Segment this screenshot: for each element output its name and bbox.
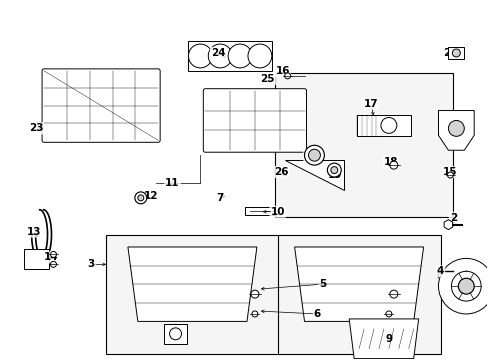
- Polygon shape: [443, 220, 452, 230]
- Text: 3: 3: [87, 259, 95, 269]
- Circle shape: [251, 311, 257, 317]
- Text: 15: 15: [442, 167, 457, 177]
- Circle shape: [330, 167, 337, 174]
- Circle shape: [457, 278, 473, 294]
- Text: 8: 8: [180, 326, 187, 336]
- Text: 20: 20: [304, 150, 318, 160]
- Circle shape: [385, 311, 391, 317]
- Circle shape: [326, 163, 341, 177]
- Text: 21: 21: [447, 123, 462, 134]
- Bar: [274, 73, 452, 217]
- Text: 11: 11: [165, 178, 180, 188]
- Circle shape: [247, 44, 271, 68]
- Circle shape: [284, 73, 290, 79]
- Text: 25: 25: [260, 74, 275, 84]
- Circle shape: [450, 271, 480, 301]
- Circle shape: [50, 261, 56, 267]
- Text: 14: 14: [44, 252, 59, 262]
- Circle shape: [447, 121, 463, 136]
- FancyBboxPatch shape: [42, 69, 160, 142]
- Polygon shape: [284, 160, 344, 190]
- Text: 10: 10: [270, 207, 285, 217]
- Circle shape: [380, 117, 396, 133]
- Bar: [356, 114, 410, 136]
- Circle shape: [50, 251, 56, 257]
- Circle shape: [188, 44, 212, 68]
- Text: 26: 26: [274, 167, 288, 177]
- Text: 5: 5: [318, 279, 325, 289]
- Circle shape: [228, 44, 251, 68]
- Text: 6: 6: [313, 309, 321, 319]
- Circle shape: [169, 328, 181, 340]
- Text: 9: 9: [385, 334, 392, 344]
- Circle shape: [304, 145, 324, 165]
- Text: 19: 19: [327, 170, 342, 180]
- Circle shape: [438, 258, 488, 314]
- FancyBboxPatch shape: [203, 89, 306, 152]
- Polygon shape: [348, 319, 418, 359]
- Bar: [24, 249, 48, 269]
- Circle shape: [308, 149, 320, 161]
- Bar: [188, 41, 271, 71]
- Text: 18: 18: [383, 157, 397, 167]
- Text: 13: 13: [26, 226, 41, 237]
- Text: 4: 4: [436, 266, 443, 276]
- Circle shape: [250, 290, 258, 298]
- Circle shape: [447, 172, 452, 178]
- Bar: [277, 235, 441, 354]
- Bar: [447, 47, 463, 59]
- Circle shape: [208, 44, 232, 68]
- Circle shape: [135, 192, 146, 204]
- Circle shape: [138, 195, 143, 201]
- Polygon shape: [128, 247, 256, 321]
- Bar: [106, 235, 279, 354]
- Text: 23: 23: [29, 123, 44, 134]
- Text: 7: 7: [216, 193, 224, 203]
- Text: 16: 16: [275, 66, 289, 76]
- Circle shape: [389, 290, 397, 298]
- Polygon shape: [438, 111, 473, 150]
- Polygon shape: [294, 247, 423, 321]
- Text: 22: 22: [442, 48, 457, 58]
- Bar: [188, 44, 271, 68]
- Text: 2: 2: [449, 213, 456, 223]
- Circle shape: [451, 49, 459, 57]
- Bar: [163, 324, 187, 344]
- Text: 24: 24: [210, 48, 225, 58]
- Bar: [244, 207, 274, 215]
- Circle shape: [389, 161, 397, 169]
- Text: 1: 1: [461, 279, 468, 289]
- Text: 17: 17: [363, 99, 378, 109]
- Text: 12: 12: [143, 191, 158, 201]
